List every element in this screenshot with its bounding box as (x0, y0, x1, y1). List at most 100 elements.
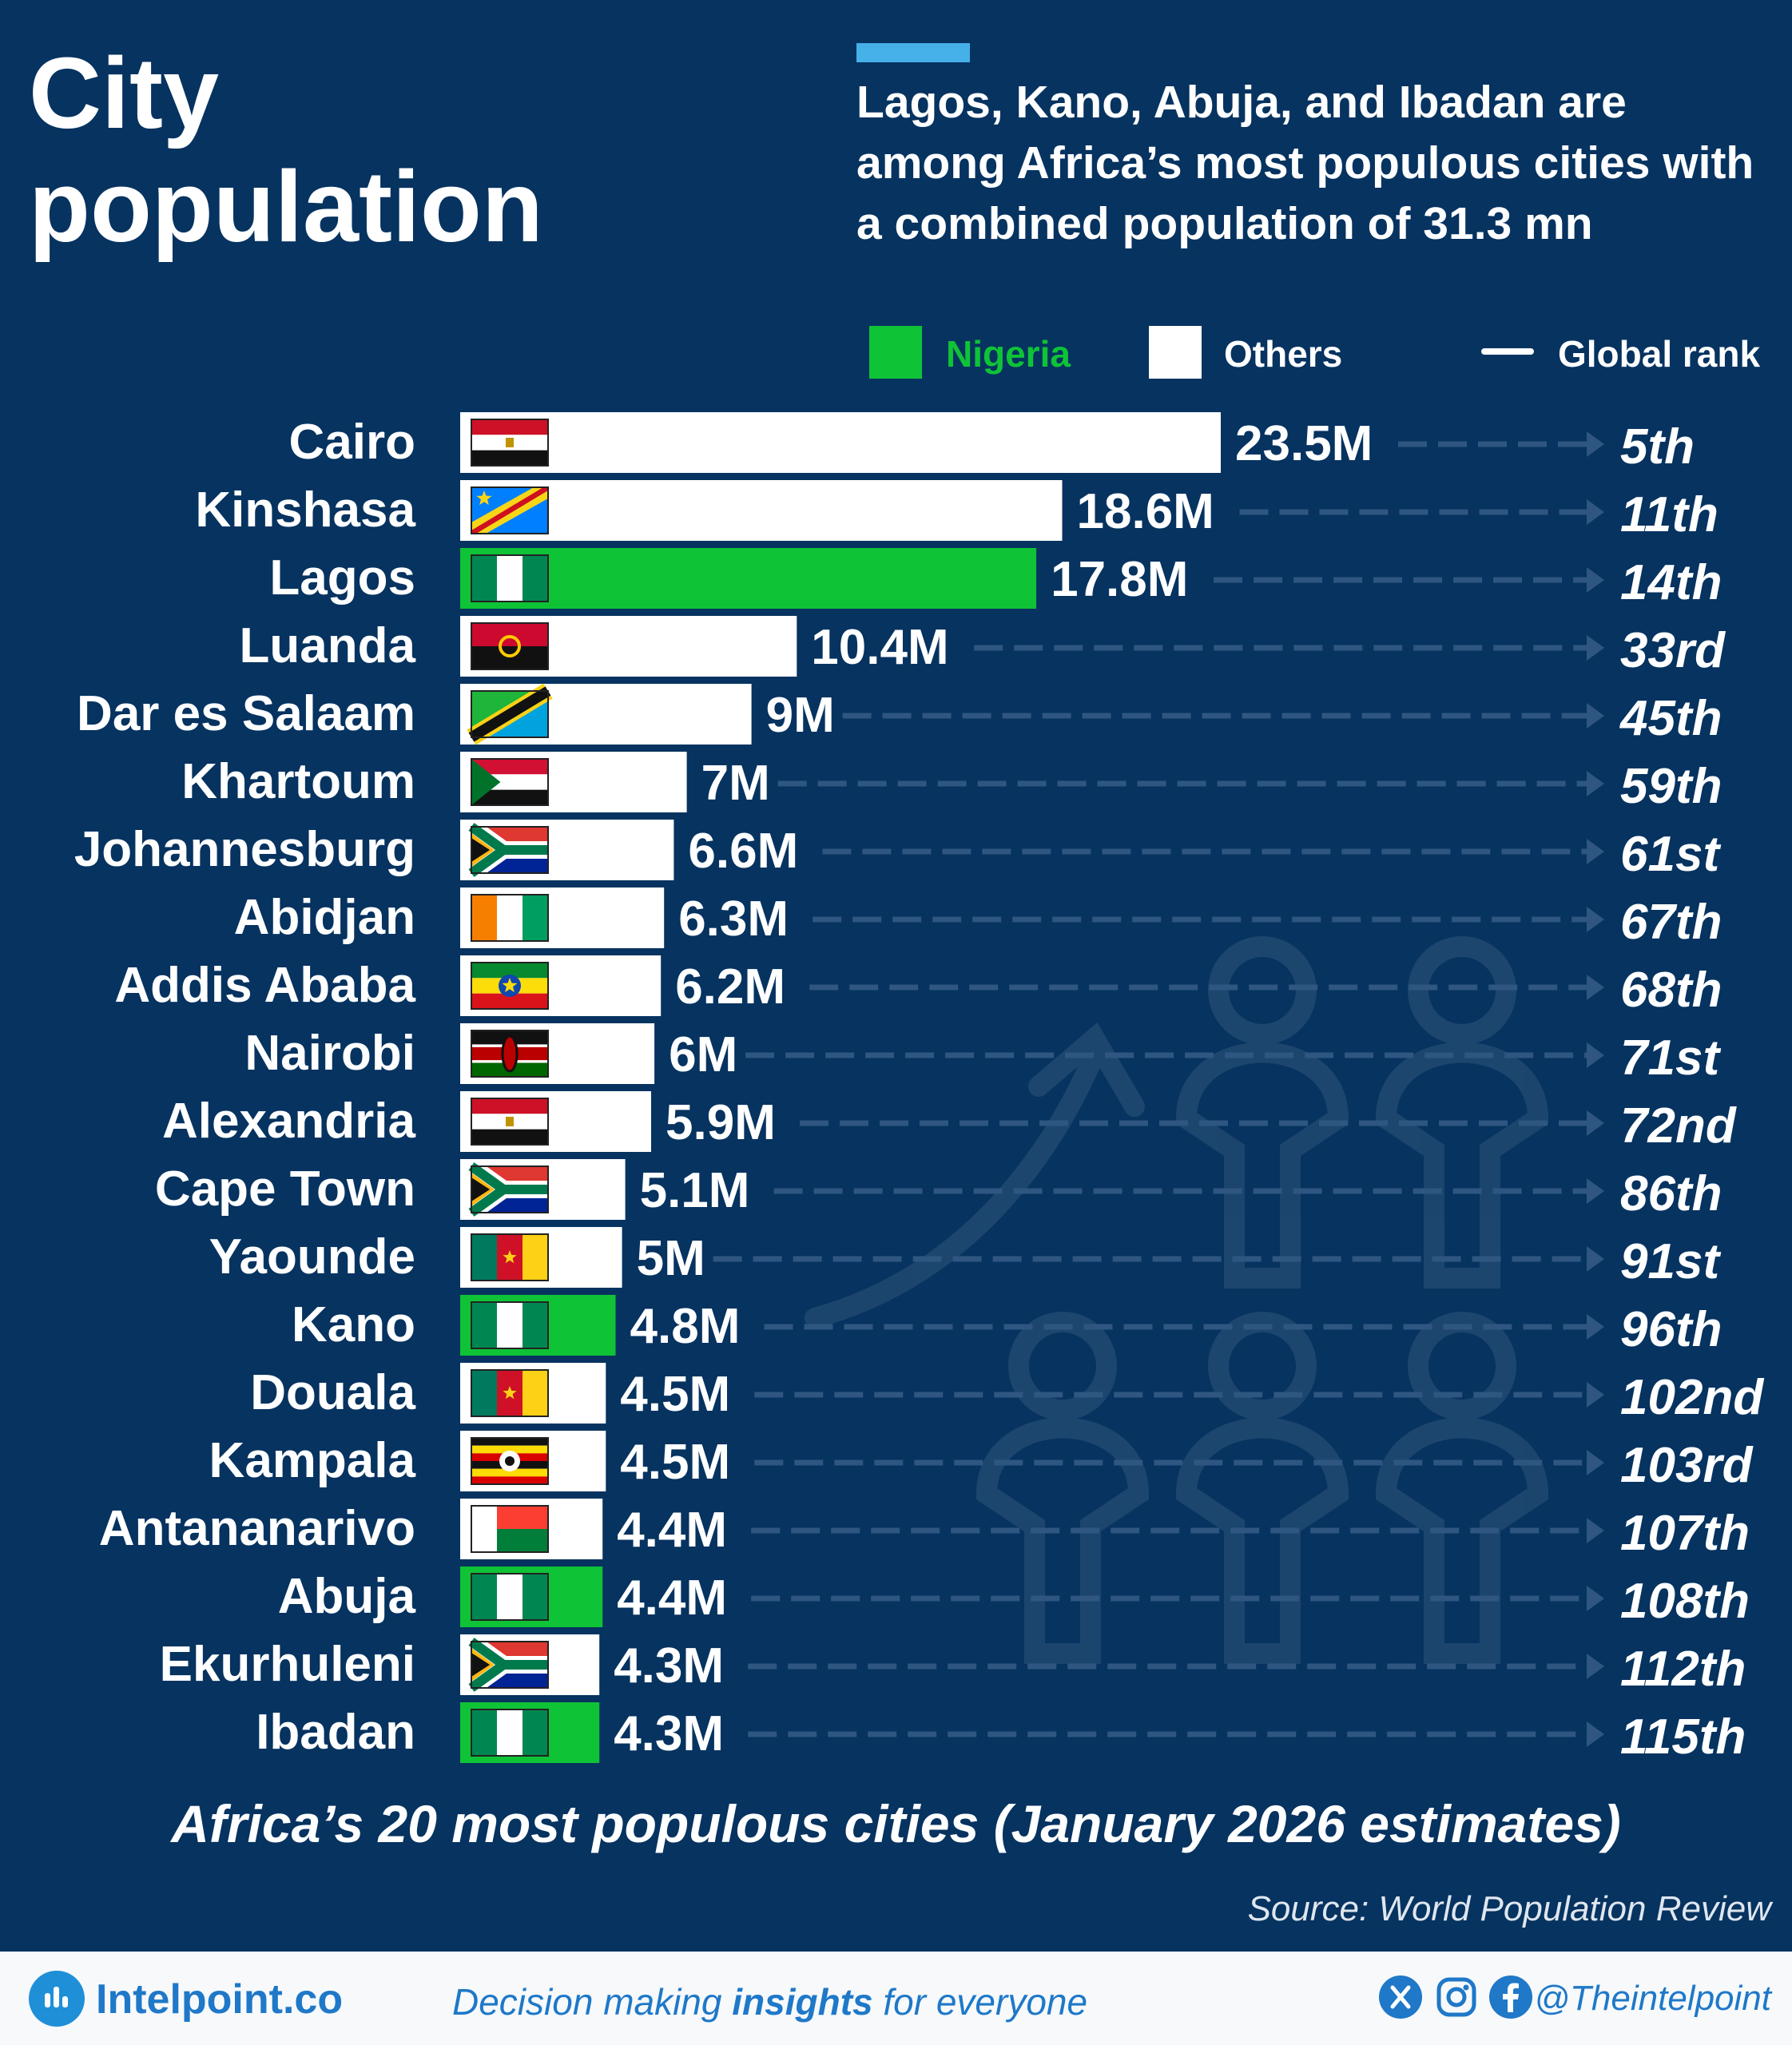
city-label: Addis Ababa (114, 958, 415, 1013)
flag-star (503, 1386, 517, 1400)
flag-part (471, 487, 548, 534)
flag-part (471, 1098, 548, 1114)
city-label: Ekurhuleni (160, 1637, 415, 1692)
deco-person-head (1208, 936, 1317, 1045)
flag-part (468, 823, 548, 877)
chart-footnote: Africa’s 20 most populous cities (Januar… (171, 1794, 1621, 1853)
global-rank-label: 33rd (1620, 623, 1726, 678)
value-label: 6.3M (678, 891, 789, 947)
bar-row: Khartoum 7M 59th (181, 752, 1722, 814)
flag-part (468, 1638, 548, 1692)
flag-part (497, 1709, 523, 1756)
legend-rank-label: Global rank (1558, 333, 1761, 375)
city-label: Abuja (278, 1569, 416, 1624)
flag-star (476, 490, 492, 506)
background-people-graphic (805, 936, 1549, 1664)
rank-arrow-head (1587, 1382, 1604, 1408)
flag-emblem (505, 1456, 515, 1466)
deco-person-body (1375, 1042, 1549, 1289)
flag-part (497, 1506, 548, 1529)
deco-person-body (1375, 1417, 1549, 1664)
bar-row: Luanda 10.4M 33rd (240, 616, 1726, 678)
facebook-icon[interactable] (1489, 1976, 1532, 2019)
value-label: 17.8M (1051, 552, 1188, 607)
flag-icon-south-africa (466, 1159, 549, 1220)
value-label: 4.5M (620, 1435, 730, 1490)
rank-arrow-head (1587, 1586, 1604, 1611)
legend-others-label: Others (1224, 333, 1343, 375)
city-label: Yaounde (209, 1229, 415, 1285)
city-label: Abidjan (234, 890, 415, 945)
global-rank-label: 71st (1620, 1030, 1721, 1086)
bar-lagos (460, 548, 1037, 609)
flag-icon-dr-congo (471, 486, 549, 534)
rank-arrow-head (1587, 771, 1604, 796)
flag-part (523, 1370, 548, 1416)
deco-person (975, 1312, 1150, 1664)
value-label: 6.2M (675, 959, 785, 1015)
legend-others-swatch (1149, 326, 1202, 379)
value-label: 5.1M (640, 1163, 750, 1218)
flag-part (471, 1177, 491, 1201)
rank-arrow-head (1587, 1721, 1604, 1747)
bar-cairo (460, 412, 1221, 473)
global-rank-label: 11th (1620, 487, 1718, 542)
flag-part (523, 1302, 548, 1348)
deco-person (1175, 1312, 1349, 1664)
flag-part (471, 1574, 497, 1620)
rank-arrow-head (1587, 1246, 1604, 1272)
city-label: Lagos (269, 550, 415, 606)
flag-emblem (501, 1034, 519, 1073)
flag-part (523, 1234, 548, 1281)
x-icon[interactable] (1379, 1976, 1422, 2019)
rank-arrow-head (1587, 1518, 1604, 1543)
rank-arrow-head (1587, 1314, 1604, 1340)
flag-part (471, 789, 548, 805)
footer: Intelpoint.co Decision making insights f… (0, 1952, 1792, 2045)
flag-border (471, 758, 549, 806)
bar-row: Yaounde 5M 91st (209, 1227, 1721, 1289)
flag-border (471, 1573, 549, 1621)
flag-icon-nigeria (471, 554, 549, 602)
rank-arrow-head (1587, 635, 1604, 661)
flag-part (471, 1129, 548, 1145)
subtitle: Lagos, Kano, Abuja, and Ibadan are among… (856, 77, 1754, 249)
global-rank-label: 107th (1620, 1506, 1750, 1561)
flag-part (523, 555, 548, 602)
flag-emblem (506, 1117, 514, 1126)
global-rank-label: 67th (1620, 895, 1722, 950)
global-rank-label: 102nd (1620, 1370, 1764, 1425)
flag-border (471, 1437, 549, 1485)
value-label: 4.4M (617, 1570, 727, 1626)
city-label: Cape Town (155, 1161, 415, 1217)
global-rank-label: 68th (1620, 963, 1722, 1018)
flag-part (523, 1574, 548, 1620)
flag-part (471, 1653, 491, 1677)
instagram-icon[interactable] (1435, 1976, 1478, 2019)
bar-row: Douala 4.5M 102nd (250, 1363, 1764, 1425)
flag-part (471, 555, 497, 602)
flag-part (523, 1709, 548, 1756)
deco-person-body (975, 1417, 1150, 1664)
value-label: 4.8M (630, 1299, 741, 1354)
flag-part (471, 1476, 548, 1484)
rank-arrow-head (1587, 1042, 1604, 1068)
flag-border (471, 1301, 549, 1349)
flag-part (471, 419, 548, 435)
city-label: Dar es Salaam (77, 686, 415, 741)
global-rank-label: 91st (1620, 1234, 1721, 1289)
flag-border (471, 1098, 549, 1146)
global-rank-label: 61st (1620, 827, 1721, 882)
legend: Nigeria Others Global rank (869, 326, 1764, 379)
flag-icon-egypt (471, 1098, 549, 1146)
city-label: Cairo (289, 415, 415, 470)
social-handle[interactable]: @Theintelpoint (1534, 1979, 1771, 2018)
flag-part (471, 1302, 497, 1348)
bar-row: Addis Ababa 6.2M 68th (114, 955, 1722, 1018)
value-label: 18.6M (1077, 484, 1214, 539)
flag-border (471, 1030, 549, 1078)
brand-name[interactable]: Intelpoint.co (96, 1976, 344, 2023)
bar-row: Lagos 17.8M 14th (269, 548, 1722, 610)
bar-row: Kano 4.8M 96th (292, 1295, 1722, 1357)
